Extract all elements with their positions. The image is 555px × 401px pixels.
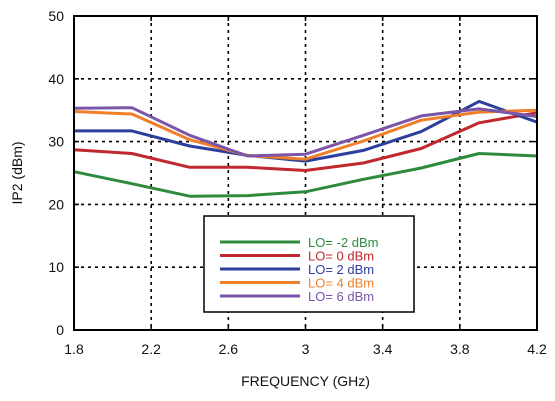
- legend-label-4: LO= 6 dBm: [308, 289, 374, 304]
- legend-label-1: LO= 0 dBm: [308, 249, 374, 264]
- axis-ticks: 1.8 2.2 2.6 3 3.4 3.8 4.2 0 10 20 30 40 50: [48, 8, 547, 357]
- x-tick-label: 4.2: [527, 341, 547, 357]
- y-tick-label: 20: [48, 196, 64, 212]
- y-tick-label: 40: [48, 71, 64, 87]
- x-tick-label: 1.8: [64, 341, 84, 357]
- x-tick-label: 2.2: [141, 341, 161, 357]
- y-tick-label: 10: [48, 259, 64, 275]
- legend-label-3: LO= 4 dBm: [308, 276, 374, 291]
- legend-label-0: LO= -2 dBm: [308, 235, 378, 250]
- x-tick-label: 3: [302, 341, 310, 357]
- y-axis-label: IP2 (dBm): [9, 141, 25, 204]
- series-line-3: [73, 108, 538, 161]
- x-tick-label: 3.8: [450, 341, 470, 357]
- x-axis-label: FREQUENCY (GHz): [241, 373, 370, 389]
- series-line-4: [73, 106, 538, 158]
- series-lines: [73, 99, 538, 198]
- legend-label-2: LO= 2 dBm: [308, 262, 374, 277]
- y-tick-label: 30: [48, 134, 64, 150]
- y-tick-label: 50: [48, 8, 64, 24]
- x-tick-label: 2.6: [219, 341, 239, 357]
- series-line-0: [73, 152, 538, 198]
- series-line-1: [73, 111, 538, 172]
- x-tick-label: 3.4: [373, 341, 393, 357]
- y-tick-label: 0: [56, 322, 64, 338]
